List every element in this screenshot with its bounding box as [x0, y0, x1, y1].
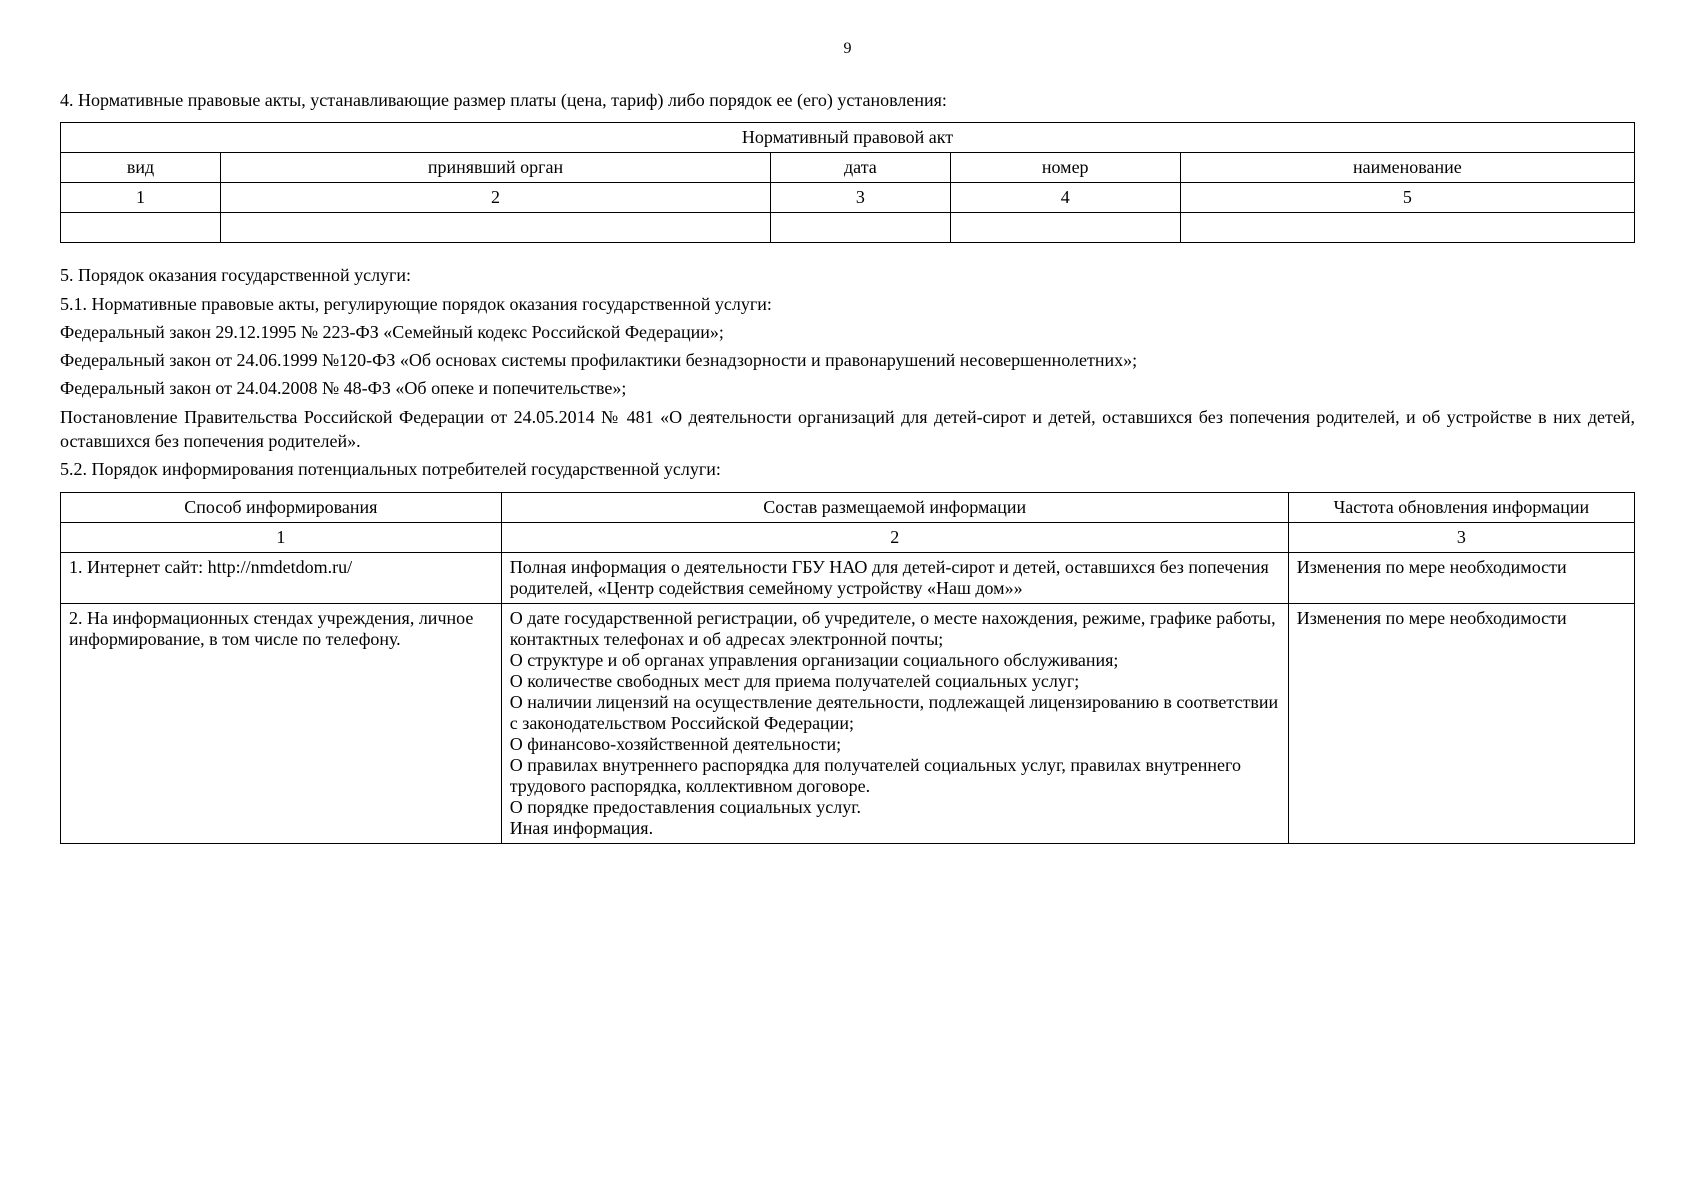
info-header-row: Способ информирования Состав размещаемой… — [61, 492, 1635, 522]
cell-method: 2. На информационных стендах учреждения,… — [61, 603, 502, 843]
info-num-1: 1 — [61, 522, 502, 552]
table-header-row: Нормативный правовой акт — [61, 123, 1635, 153]
empty-cell — [220, 213, 770, 243]
empty-cell — [950, 213, 1180, 243]
col-number: номер — [950, 153, 1180, 183]
section5-1: 5.1. Нормативные правовые акты, регулиру… — [60, 292, 1635, 316]
law-3: Федеральный закон от 24.04.2008 № 48-ФЗ … — [60, 376, 1635, 400]
table-empty-row — [61, 213, 1635, 243]
cell-content: О дате государственной регистрации, об у… — [501, 603, 1288, 843]
cell-method: 1. Интернет сайт: http://nmdetdom.ru/ — [61, 552, 502, 603]
empty-cell — [771, 213, 951, 243]
col-organ: принявший орган — [220, 153, 770, 183]
normative-act-table: Нормативный правовой акт вид принявший о… — [60, 122, 1635, 243]
law-1: Федеральный закон 29.12.1995 № 223-ФЗ «С… — [60, 320, 1635, 344]
page-number: 9 — [60, 40, 1635, 58]
num-1: 1 — [61, 183, 221, 213]
info-num-row: 1 2 3 — [61, 522, 1635, 552]
section4-title: 4. Нормативные правовые акты, устанавлив… — [60, 88, 1635, 112]
table-columns-row: вид принявший орган дата номер наименова… — [61, 153, 1635, 183]
col-date: дата — [771, 153, 951, 183]
table-header: Нормативный правовой акт — [61, 123, 1635, 153]
num-3: 3 — [771, 183, 951, 213]
col-name: наименование — [1180, 153, 1634, 183]
cell-content: Полная информация о деятельности ГБУ НАО… — [501, 552, 1288, 603]
table-row: 1. Интернет сайт: http://nmdetdom.ru/ По… — [61, 552, 1635, 603]
header-content: Состав размещаемой информации — [501, 492, 1288, 522]
num-4: 4 — [950, 183, 1180, 213]
col-vid: вид — [61, 153, 221, 183]
section5-title: 5. Порядок оказания государственной услу… — [60, 263, 1635, 287]
section5-2: 5.2. Порядок информирования потенциальны… — [60, 457, 1635, 481]
table-row: 2. На информационных стендах учреждения,… — [61, 603, 1635, 843]
cell-freq: Изменения по мере необходимости — [1288, 603, 1634, 843]
table-num-row: 1 2 3 4 5 — [61, 183, 1635, 213]
header-method: Способ информирования — [61, 492, 502, 522]
info-table: Способ информирования Состав размещаемой… — [60, 492, 1635, 844]
num-5: 5 — [1180, 183, 1634, 213]
info-num-2: 2 — [501, 522, 1288, 552]
law-4: Постановление Правительства Российской Ф… — [60, 405, 1635, 454]
cell-freq: Изменения по мере необходимости — [1288, 552, 1634, 603]
info-num-3: 3 — [1288, 522, 1634, 552]
header-freq: Частота обновления информации — [1288, 492, 1634, 522]
empty-cell — [1180, 213, 1634, 243]
num-2: 2 — [220, 183, 770, 213]
empty-cell — [61, 213, 221, 243]
law-2: Федеральный закон от 24.06.1999 №120-ФЗ … — [60, 348, 1635, 372]
